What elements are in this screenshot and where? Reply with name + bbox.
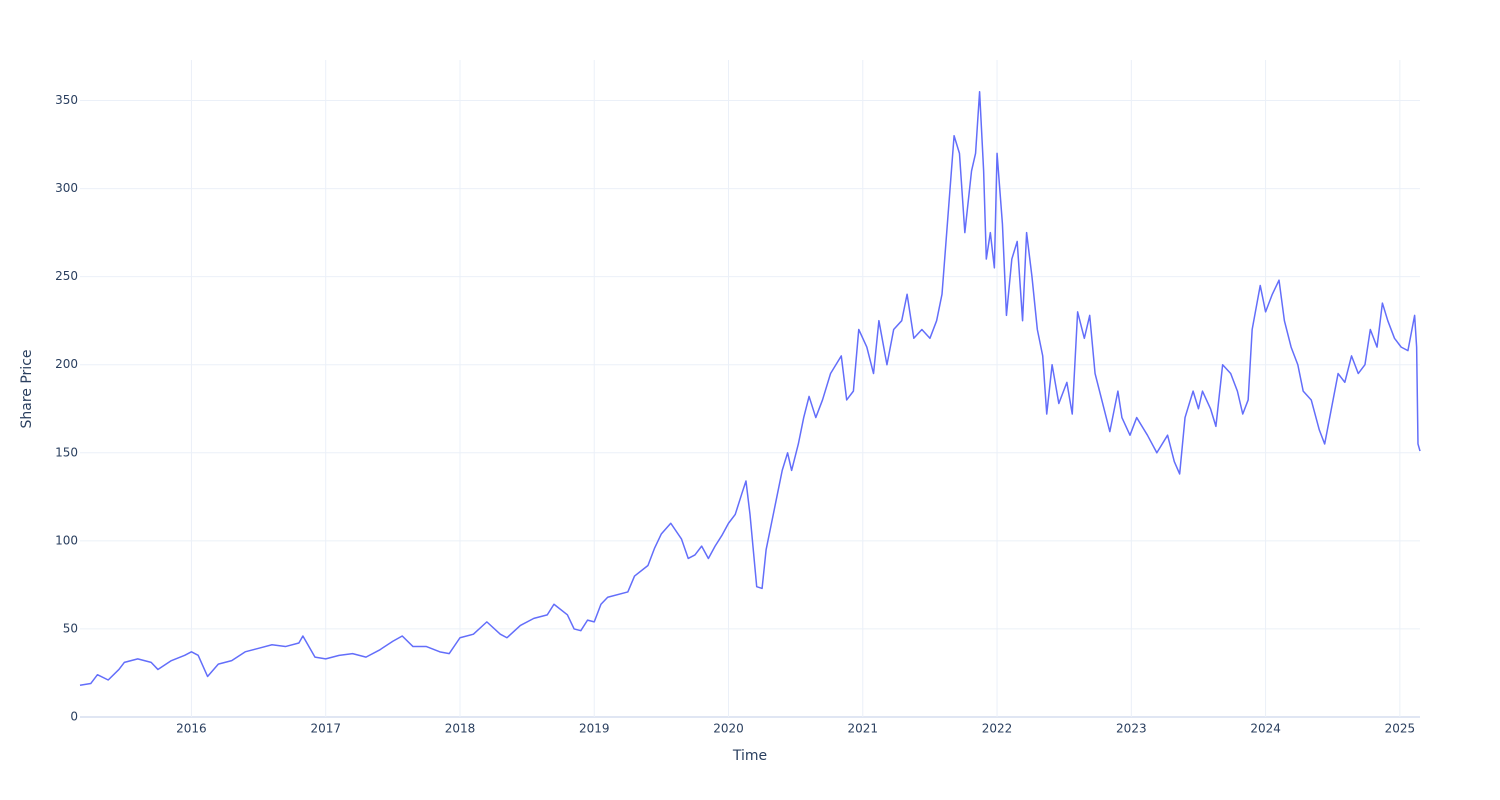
y-tick-label: 100 — [55, 533, 78, 547]
x-tick-label: 2025 — [1385, 722, 1416, 736]
y-tick-label: 0 — [70, 710, 78, 724]
x-tick-label: 2019 — [579, 722, 610, 736]
y-tick-label: 200 — [55, 357, 78, 371]
x-axis-title: Time — [732, 748, 767, 764]
x-tick-label: 2017 — [310, 722, 341, 736]
x-tick-label: 2023 — [1116, 722, 1147, 736]
y-tick-label: 350 — [55, 93, 78, 107]
y-axis-title: Share Price — [19, 349, 35, 428]
x-tick-label: 2024 — [1250, 722, 1281, 736]
y-tick-label: 150 — [55, 445, 78, 459]
x-tick-label: 2020 — [713, 722, 744, 736]
y-tick-label: 250 — [55, 269, 78, 283]
x-tick-label: 2018 — [445, 722, 476, 736]
y-tick-label: 300 — [55, 181, 78, 195]
y-tick-label: 50 — [63, 621, 78, 635]
x-tick-label: 2022 — [982, 722, 1013, 736]
price-line — [79, 90, 1421, 687]
x-tick-label: 2021 — [848, 722, 879, 736]
x-tick-label: 2016 — [176, 722, 207, 736]
